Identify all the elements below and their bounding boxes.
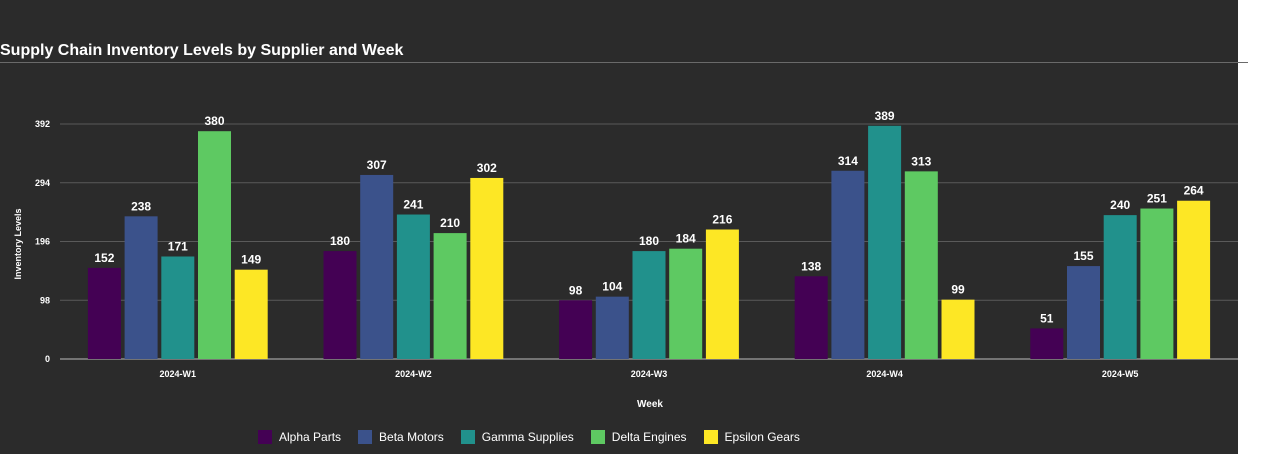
data-label: 251 [1147, 192, 1167, 206]
y-tick-label: 392 [35, 119, 50, 129]
legend-item[interactable]: Delta Engines [590, 430, 687, 444]
legend-item[interactable]: Gamma Supplies [460, 430, 574, 444]
title-divider [0, 62, 1248, 63]
data-label: 99 [951, 283, 965, 297]
bar-chart: 0 98 196 294 392 2024-W1 2024-W2 2024-W3 2024-W4… [13, 109, 1238, 410]
data-label: 210 [440, 216, 460, 230]
y-tick-label: 196 [35, 237, 50, 247]
x-tick-label: 2024-W4 [866, 369, 903, 379]
data-label: 216 [712, 213, 732, 227]
legend-item[interactable]: Alpha Parts [258, 430, 341, 444]
x-tick-label: 2024-W5 [1102, 369, 1139, 379]
data-label: 302 [477, 161, 497, 175]
data-label: 314 [838, 154, 858, 168]
bars [87, 125, 1211, 360]
data-label: 98 [569, 283, 583, 297]
chart-title: Supply Chain Inventory Levels by Supplie… [0, 42, 404, 59]
x-tick-label: 2024-W1 [160, 369, 197, 379]
bar[interactable] [595, 296, 629, 359]
data-label: 313 [911, 154, 931, 168]
bar[interactable] [234, 269, 268, 359]
data-label: 138 [801, 259, 821, 273]
bar[interactable] [470, 177, 504, 359]
legend-swatch [258, 430, 272, 444]
bar[interactable] [124, 216, 158, 359]
data-label: 51 [1040, 311, 1054, 325]
bar[interactable] [941, 299, 975, 359]
legend-label: Beta Motors [379, 430, 444, 444]
legend-item[interactable]: Beta Motors [358, 430, 444, 444]
y-tick-label: 98 [40, 295, 50, 305]
bar[interactable] [360, 174, 394, 359]
bar[interactable] [669, 248, 703, 359]
legend-swatch [590, 430, 605, 444]
legend: Alpha Parts Beta Motors Gamma Supplies Delt… [258, 430, 817, 444]
bar[interactable] [868, 125, 902, 360]
data-label: 238 [131, 199, 151, 213]
data-label: 104 [602, 280, 622, 294]
bar[interactable] [559, 300, 593, 359]
data-label: 180 [639, 234, 659, 248]
data-label: 152 [94, 251, 114, 265]
x-tick-label: 2024-W3 [631, 369, 668, 379]
bar[interactable] [1030, 328, 1064, 359]
bar[interactable] [1177, 200, 1211, 359]
data-label: 171 [168, 239, 188, 253]
y-tick-label: 294 [35, 178, 50, 188]
legend-swatch [460, 430, 475, 444]
bar[interactable] [1067, 266, 1100, 359]
bar[interactable] [1103, 215, 1137, 359]
data-label: 155 [1073, 249, 1093, 263]
legend-swatch [703, 430, 718, 444]
y-tick-label: 0 [45, 354, 50, 364]
bar[interactable] [1140, 208, 1174, 359]
legend-swatch [358, 430, 373, 444]
x-axis-title: Week [637, 399, 663, 410]
legend-label: Epsilon Gears [724, 430, 800, 444]
legend-item[interactable]: Epsilon Gears [703, 430, 800, 444]
data-labels: 152 238 171 380 149 180 307 241 210 302 98 104 180 18… [94, 109, 1204, 326]
data-label: 389 [875, 109, 895, 123]
bar[interactable] [161, 256, 195, 359]
legend-label: Alpha Parts [279, 430, 342, 444]
y-axis-title: Inventory Levels [13, 208, 23, 279]
data-label: 180 [330, 234, 350, 248]
bar[interactable] [904, 171, 938, 359]
legend-label: Gamma Supplies [481, 430, 574, 444]
bar[interactable] [433, 233, 467, 359]
bar[interactable] [323, 251, 357, 359]
data-label: 380 [204, 114, 224, 128]
data-label: 264 [1184, 184, 1204, 198]
data-label: 240 [1110, 198, 1130, 212]
bar[interactable] [198, 131, 231, 359]
data-label: 149 [241, 253, 261, 267]
bar[interactable] [794, 276, 828, 359]
bar[interactable] [87, 267, 121, 359]
legend-label: Delta Engines [611, 430, 687, 444]
bar[interactable] [632, 251, 666, 359]
bar[interactable] [396, 214, 430, 359]
x-tick-label: 2024-W2 [395, 369, 432, 379]
data-label: 184 [676, 232, 696, 246]
data-label: 241 [403, 198, 423, 212]
bar[interactable] [831, 170, 865, 359]
bar[interactable] [705, 229, 739, 359]
edge-tick [1240, 62, 1248, 63]
data-label: 307 [367, 158, 387, 172]
